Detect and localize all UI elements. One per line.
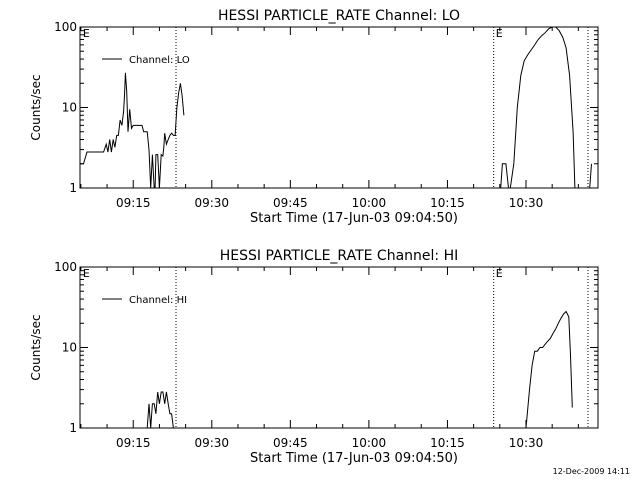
legend-label: Channel: LO [129, 55, 190, 66]
series-line [525, 310, 573, 428]
x-tick-label: 09:45 [273, 196, 308, 210]
y-tick-label: 10 [62, 341, 77, 355]
event-marker-label: E [496, 27, 503, 40]
series-line [500, 27, 576, 188]
x-tick-label: 10:00 [352, 196, 387, 210]
event-marker-label: E [83, 267, 90, 280]
x-tick-label: 09:30 [194, 436, 229, 450]
panel-hi: HESSI PARTICLE_RATE Channel: HI 1 10 100 09:… [29, 248, 599, 466]
plot-frame [79, 266, 599, 429]
x-tick-label: 10:15 [430, 196, 465, 210]
panel-lo: HESSI PARTICLE_RATE Channel: LO 1 10 100 09:… [29, 8, 599, 226]
y-tick-label: 1 [69, 421, 77, 435]
x-tick-label: 10:30 [509, 436, 544, 450]
x-tick-label: 10:15 [430, 436, 465, 450]
x-axis-label: Start Time (17-Jun-03 09:04:50) [250, 451, 458, 466]
y-tick-label: 100 [54, 260, 77, 274]
chart-title: HESSI PARTICLE_RATE Channel: LO [218, 8, 460, 24]
y-tick-label: 1 [69, 181, 77, 195]
x-tick-label: 09:30 [194, 196, 229, 210]
x-tick-label: 09:15 [116, 436, 151, 450]
y-axis-label: Counts/sec [29, 314, 43, 380]
x-tick-label: 10:00 [352, 436, 387, 450]
x-tick-label: 10:30 [509, 196, 544, 210]
chart-title: HESSI PARTICLE_RATE Channel: HI [220, 248, 458, 264]
x-axis-label: Start Time (17-Jun-03 09:04:50) [250, 211, 458, 226]
x-tick-label: 09:45 [273, 436, 308, 450]
y-tick-label: 100 [54, 20, 77, 34]
event-marker-label: E [496, 267, 503, 280]
y-tick-label: 10 [62, 101, 77, 115]
y-axis-label: Counts/sec [29, 74, 43, 140]
event-marker-label: E [83, 27, 90, 40]
timestamp-label: 12-Dec-2009 14:11 [552, 467, 630, 476]
x-tick-label: 09:15 [116, 196, 151, 210]
series-line [144, 391, 176, 428]
series-line [589, 163, 592, 188]
series-line [80, 72, 185, 188]
legend-label: Channel: HI [129, 295, 187, 306]
